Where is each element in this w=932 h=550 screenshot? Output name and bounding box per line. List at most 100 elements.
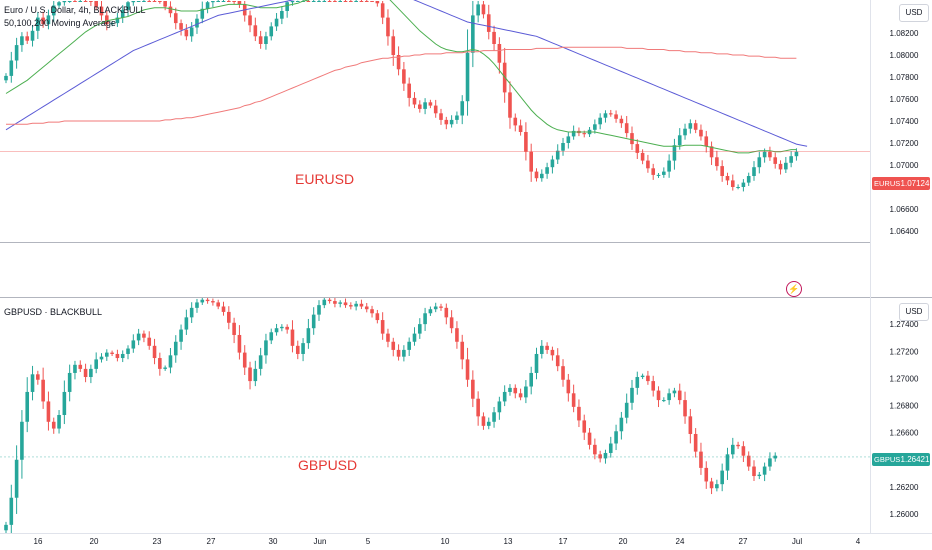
candle-body — [667, 160, 671, 172]
candle-body — [142, 1, 146, 2]
candle-body — [211, 301, 215, 303]
candle-body — [152, 1, 157, 2]
price-tick-label: 1.26600 — [890, 429, 919, 438]
candle-body — [83, 1, 88, 2]
price-tick-label: 1.07000 — [890, 161, 919, 170]
candle-body — [269, 26, 274, 37]
candle-body — [36, 374, 40, 380]
candle-body — [364, 306, 369, 310]
candle-body — [720, 470, 724, 485]
candle-body — [9, 60, 14, 76]
candle-body — [433, 306, 438, 310]
candle-body — [513, 117, 518, 126]
candle-body — [693, 123, 698, 130]
candle-body — [380, 320, 385, 334]
candle-body — [120, 9, 125, 18]
candle-body — [725, 176, 730, 181]
candle-body — [407, 83, 411, 98]
candle-body — [364, 1, 369, 2]
candle-body — [428, 309, 433, 314]
candle-body — [311, 1, 316, 2]
moving-average-indicator-label[interactable]: 50,100,200 Moving Average — [4, 18, 116, 28]
candle-body — [794, 151, 799, 157]
candle-body — [237, 334, 242, 353]
candle-body — [768, 151, 772, 158]
candle-body — [614, 431, 618, 444]
candle-body — [41, 379, 45, 402]
candle-body — [428, 102, 433, 106]
candle-body — [784, 162, 788, 170]
candle-body — [529, 151, 533, 172]
candle-body — [433, 105, 438, 114]
candle-body — [57, 415, 61, 429]
price-tick-label: 1.06400 — [890, 227, 919, 236]
candle-body — [662, 171, 666, 175]
candle-body — [99, 356, 104, 360]
candle-body — [746, 455, 751, 467]
candle-body — [73, 364, 77, 373]
candle-body — [370, 1, 374, 2]
candle-body — [502, 391, 507, 402]
candle-body — [173, 13, 178, 24]
price-tick-label: 1.08000 — [890, 51, 919, 60]
candle-body — [603, 113, 608, 118]
candle-body — [158, 358, 162, 369]
candle-body — [380, 3, 385, 18]
candle-body — [417, 104, 422, 109]
gbpusd-candles — [4, 298, 778, 533]
candle-body — [619, 118, 624, 124]
candle-body — [524, 386, 528, 398]
candle-body — [725, 454, 730, 471]
candle-body — [667, 393, 671, 401]
candle-body — [216, 1, 220, 2]
candle-body — [577, 406, 581, 421]
candle-body — [455, 115, 459, 120]
candle-body — [688, 416, 693, 434]
candle-body — [173, 341, 178, 356]
candle-body — [333, 301, 337, 304]
candle-body — [14, 45, 19, 61]
time-tick-label: 27 — [739, 537, 748, 546]
eurusd-current-price-tag: 1.07124 — [900, 177, 930, 190]
candle-body — [9, 497, 14, 525]
candle-body — [402, 349, 406, 357]
price-tick-label: 1.27400 — [890, 320, 919, 329]
candle-body — [619, 417, 624, 432]
candle-body — [757, 157, 762, 168]
candle-body — [343, 302, 348, 306]
candle-body — [179, 329, 183, 342]
candle-body — [640, 152, 645, 161]
candle-body — [110, 23, 114, 25]
candle-body — [497, 401, 502, 413]
candle-body — [672, 145, 677, 161]
lightning-icon[interactable]: ⚡ — [786, 281, 802, 297]
gbpusd-currency-unit[interactable]: USD — [899, 303, 929, 321]
candle-body — [30, 374, 35, 392]
candle-body — [211, 1, 215, 3]
candle-body — [449, 119, 454, 125]
candle-body — [417, 324, 422, 334]
time-tick-label: 20 — [90, 537, 99, 546]
candle-body — [248, 367, 252, 382]
candle-body — [481, 4, 486, 15]
candle-body — [593, 124, 597, 130]
eurusd-current-symbol-tag: EURUSD — [872, 177, 908, 190]
candle-body — [89, 368, 93, 378]
candle-body — [444, 119, 449, 125]
candle-body — [518, 393, 523, 398]
candle-body — [120, 353, 125, 359]
candle-body — [67, 372, 72, 392]
eurusd-currency-unit[interactable]: USD — [899, 4, 929, 22]
time-tick-label: Jul — [792, 537, 802, 546]
candle-body — [746, 176, 751, 183]
candle-body — [677, 390, 682, 401]
candle-body — [136, 333, 141, 341]
candle-body — [630, 387, 634, 403]
candle-body — [216, 302, 220, 307]
candle-body — [677, 135, 682, 146]
candle-body — [460, 101, 465, 116]
gbpusd-current-symbol-tag: GBPUSD — [872, 453, 908, 466]
candle-body — [715, 157, 719, 167]
price-tick-label: 1.06600 — [890, 205, 919, 214]
